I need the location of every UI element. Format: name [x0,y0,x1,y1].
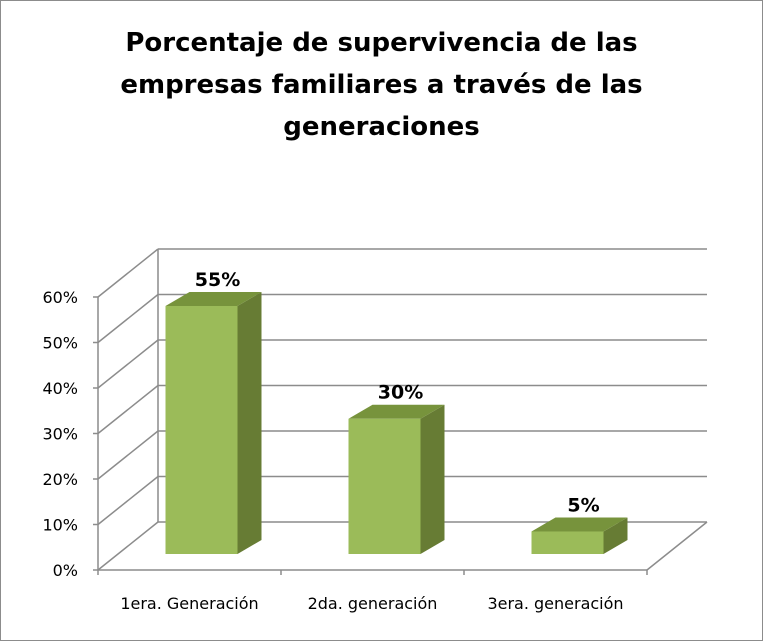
side-gridline [97,339,159,389]
bar [348,418,421,554]
data-label: 30% [378,382,423,404]
y-tick-label: 60% [42,288,78,307]
data-label: 55% [195,269,240,291]
bar-top [165,292,262,306]
y-tick-label: 30% [42,425,78,444]
chart-title: Porcentaje de supervivencia de las empre… [120,28,643,142]
y-tick-label: 0% [53,561,78,580]
x-tick-label: 3era. generación [487,594,623,613]
bar-top [531,517,628,532]
bar [531,531,604,554]
y-tick-label: 40% [42,379,78,398]
bar-side [237,292,262,554]
bar-side [420,404,445,554]
y-tick-label: 10% [42,516,78,535]
side-gridline [97,248,159,298]
side-gridline [97,430,159,480]
bar-side [603,517,628,554]
y-tick-label: 50% [42,334,78,353]
y-tick-label: 20% [42,470,78,489]
x-tick-label: 2da. generación [308,594,438,613]
side-gridline [97,475,159,526]
bar [165,306,238,554]
floor-right-edge [646,521,708,571]
bar-top [348,404,445,419]
x-tick-label: 1era. Generación [120,594,258,613]
side-gridline [97,521,159,571]
side-gridline [97,384,159,435]
side-gridline [97,293,159,344]
data-label: 5% [567,494,599,516]
